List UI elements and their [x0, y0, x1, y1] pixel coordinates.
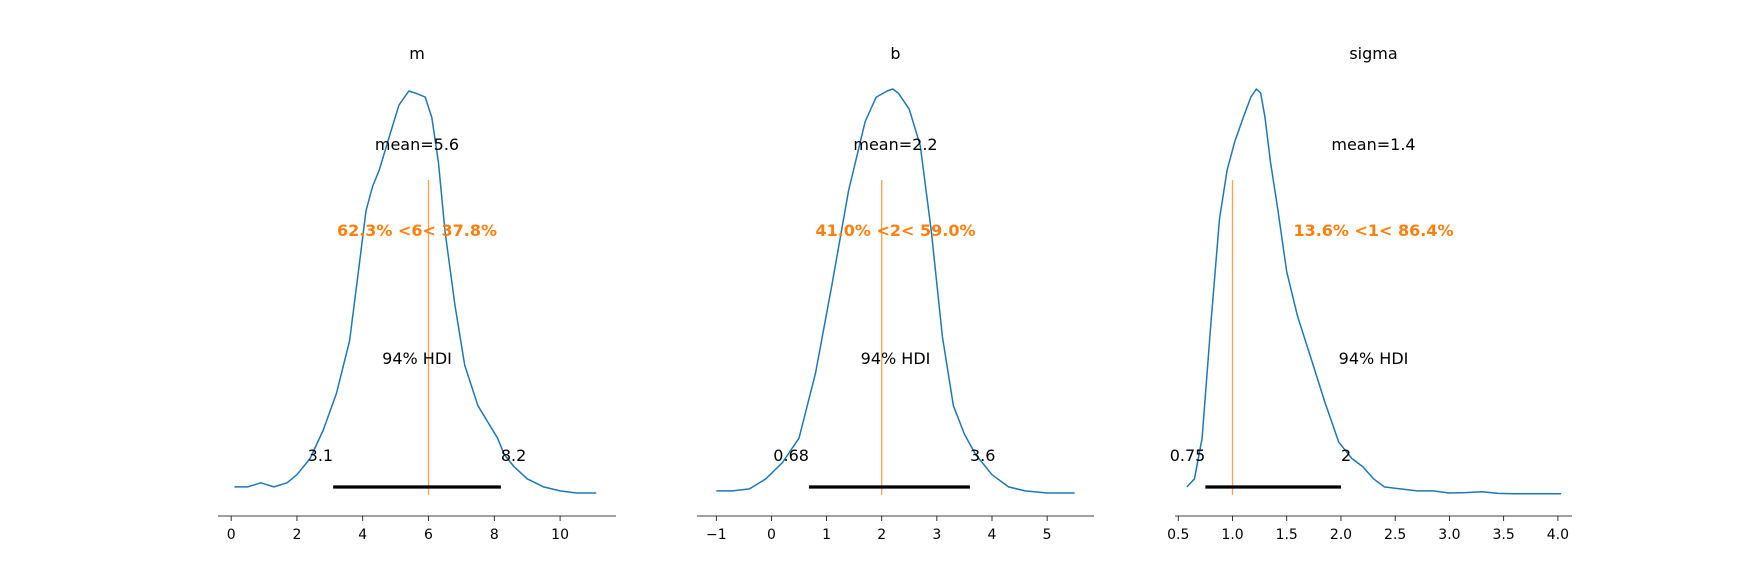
hdi-low-label: 0.68	[773, 446, 809, 465]
x-tick-label: 1	[822, 527, 831, 543]
mean-label: mean=1.4	[1331, 135, 1415, 154]
x-tick-label: 2.0	[1330, 527, 1352, 543]
x-tick-label: 3.5	[1493, 527, 1515, 543]
reference-label: 62.3% <6< 37.8%	[337, 221, 497, 240]
x-tick-label: 3.0	[1438, 527, 1460, 543]
x-tick-label: 2	[292, 527, 301, 543]
hdi-low-label: 3.1	[308, 446, 333, 465]
panel-title: sigma	[1349, 44, 1397, 63]
hdi-low-label: 0.75	[1170, 446, 1206, 465]
panel-m: m 0 2 4 6 8 10 mean=5.6 62.3% <6< 37.8% 94% HDI 3.…	[218, 44, 616, 543]
reference-label: 13.6% <1< 86.4%	[1293, 221, 1453, 240]
x-tick-label: 6	[424, 527, 433, 543]
x-tick-label: 2.5	[1384, 527, 1406, 543]
hdi-high-label: 3.6	[970, 446, 995, 465]
mean-label: mean=5.6	[375, 135, 459, 154]
hdi-high-label: 2	[1341, 446, 1351, 465]
density-curve	[1186, 88, 1562, 495]
density-curve	[716, 88, 1075, 494]
x-tick-label: 0	[767, 527, 776, 543]
hdi-label: 94% HDI	[1339, 349, 1409, 368]
x-tick-label: −1	[706, 527, 727, 543]
panel-b: b −1 0 1 2 3 4 5 mean=2.2 41.0% <2< 59.0% 94% HDI 0…	[697, 44, 1094, 543]
hdi-label: 94% HDI	[861, 349, 931, 368]
x-tick-label: 4.0	[1547, 527, 1569, 543]
x-tick-label: 10	[551, 527, 569, 543]
x-tick-label: 2	[877, 527, 886, 543]
panel-sigma: sigma 0.5 1.0 1.5 2.0 2.5 3.0 3.5 4.0 mean=1.4 13.…	[1167, 44, 1572, 543]
x-tick-label: 5	[1043, 527, 1052, 543]
x-tick-label: 4	[358, 527, 367, 543]
x-tick-label: 1.5	[1276, 527, 1298, 543]
x-tick-label: 4	[988, 527, 997, 543]
density-curve	[234, 90, 597, 494]
mean-label: mean=2.2	[853, 135, 937, 154]
hdi-high-label: 8.2	[501, 446, 526, 465]
x-tick-label: 1.0	[1221, 527, 1243, 543]
x-tick-label: 0.5	[1167, 527, 1189, 543]
x-tick-label: 0	[227, 527, 236, 543]
hdi-label: 94% HDI	[382, 349, 452, 368]
x-tick-label: 3	[932, 527, 941, 543]
panel-title: m	[409, 44, 425, 63]
reference-label: 41.0% <2< 59.0%	[815, 221, 975, 240]
x-tick-label: 8	[490, 527, 499, 543]
panel-title: b	[890, 44, 900, 63]
